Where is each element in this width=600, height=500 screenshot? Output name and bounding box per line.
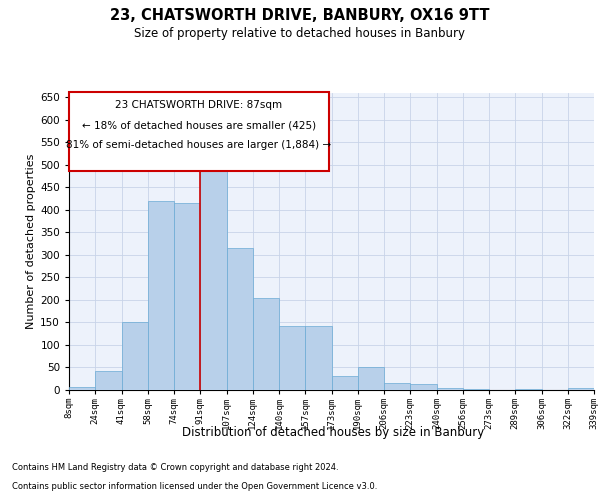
Text: 23, CHATSWORTH DRIVE, BANBURY, OX16 9TT: 23, CHATSWORTH DRIVE, BANBURY, OX16 9TT	[110, 8, 490, 22]
Bar	[358, 368, 384, 390]
Bar	[69, 92, 329, 172]
Bar	[253, 298, 279, 390]
Text: 81% of semi-detached houses are larger (1,884) →: 81% of semi-detached houses are larger (…	[67, 140, 331, 150]
Text: Contains HM Land Registry data © Crown copyright and database right 2024.: Contains HM Land Registry data © Crown c…	[12, 464, 338, 472]
Bar	[568, 388, 594, 390]
Bar	[279, 326, 305, 390]
Bar	[174, 203, 200, 390]
Bar	[384, 383, 410, 390]
Bar	[410, 384, 437, 390]
Bar	[437, 388, 463, 390]
Bar	[331, 376, 358, 390]
Text: ← 18% of detached houses are smaller (425): ← 18% of detached houses are smaller (42…	[82, 121, 316, 131]
Bar	[95, 370, 121, 390]
Bar	[121, 322, 148, 390]
Text: Size of property relative to detached houses in Banbury: Size of property relative to detached ho…	[134, 28, 466, 40]
Bar	[69, 387, 95, 390]
Bar	[148, 200, 174, 390]
Bar	[227, 248, 253, 390]
Bar	[200, 151, 227, 390]
Text: Distribution of detached houses by size in Banbury: Distribution of detached houses by size …	[182, 426, 484, 439]
Bar	[305, 326, 331, 390]
Text: Contains public sector information licensed under the Open Government Licence v3: Contains public sector information licen…	[12, 482, 377, 491]
Text: 23 CHATSWORTH DRIVE: 87sqm: 23 CHATSWORTH DRIVE: 87sqm	[115, 100, 283, 110]
Bar	[515, 389, 542, 390]
Y-axis label: Number of detached properties: Number of detached properties	[26, 154, 36, 329]
Bar	[463, 389, 489, 390]
